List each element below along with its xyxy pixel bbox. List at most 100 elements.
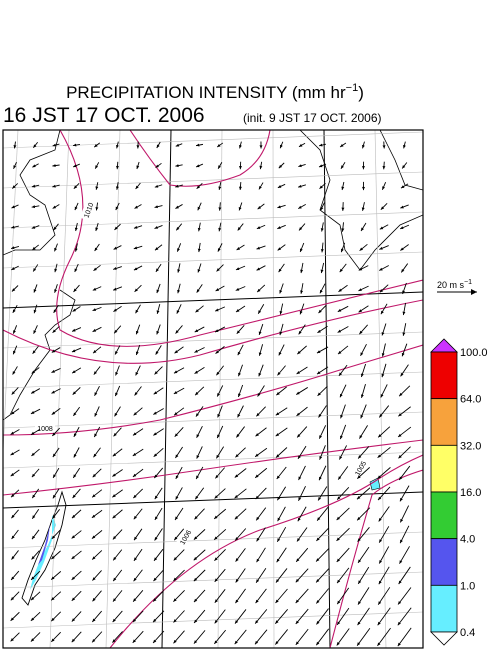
wind-arrowhead (133, 246, 138, 250)
wind-arrowhead (336, 642, 340, 646)
wind-arrowhead (114, 329, 118, 334)
wind-arrowhead (296, 538, 301, 542)
wind-arrowhead (298, 497, 302, 501)
wind-arrowhead (52, 453, 56, 458)
wind-arrowhead (275, 433, 280, 437)
wind-reference: 20 m s−1 (437, 279, 477, 295)
wind-arrowhead (33, 144, 37, 148)
wind-arrowhead (135, 351, 139, 356)
wind-arrowhead (196, 434, 200, 438)
wind-arrowhead (279, 331, 283, 336)
wind-arrowhead (53, 309, 57, 313)
wind-arrowhead (94, 413, 98, 417)
wind-arrowhead (73, 474, 77, 478)
wind-arrowhead (133, 412, 137, 416)
wind-arrowhead (51, 638, 55, 642)
wind-arrowhead (11, 576, 15, 580)
wind-arrowhead (236, 247, 241, 251)
wind-arrowhead (337, 329, 342, 333)
wind-arrowhead (336, 516, 340, 521)
isobar (3, 439, 423, 496)
wind-arrowhead (115, 351, 118, 355)
wind-arrowhead (235, 558, 239, 562)
wind-arrowhead (194, 329, 199, 333)
wind-arrowhead (11, 225, 15, 229)
wind-vector (336, 567, 350, 584)
wind-arrowhead (361, 186, 365, 191)
wind-arrowhead (52, 329, 56, 333)
wind-arrowhead (316, 579, 320, 583)
wind-arrowhead (295, 641, 299, 645)
wind-arrowhead (256, 579, 260, 583)
map-title: PRECIPITATION INTENSITY (mm hr−1) (66, 82, 364, 102)
wind-arrowhead (112, 536, 117, 540)
wind-arrowhead (258, 310, 262, 314)
wind-arrowhead (357, 517, 361, 521)
wind-arrowhead (54, 247, 58, 252)
wind-arrowhead (299, 310, 303, 315)
wind-arrowhead (154, 474, 158, 479)
wind-arrowhead (339, 393, 343, 398)
wind-arrowhead (115, 206, 119, 211)
wind-arrowhead (153, 411, 157, 415)
wind-arrowhead (94, 433, 98, 438)
wind-arrowhead (175, 143, 180, 147)
wind-arrowhead (320, 206, 324, 211)
wind-arrowhead (112, 494, 116, 498)
wind-arrowhead (72, 370, 76, 374)
wind-arrowhead (30, 638, 35, 642)
wind-arrowhead (71, 638, 75, 643)
wind-arrowhead (361, 166, 365, 170)
wind-arrowhead (33, 289, 37, 293)
wind-arrowhead (298, 143, 303, 147)
wind-arrowhead (173, 598, 177, 602)
wind-arrowhead (275, 579, 280, 583)
wind-arrowhead (115, 371, 119, 376)
wind-arrowhead (173, 619, 177, 623)
wind-arrowhead (133, 598, 137, 602)
wind-arrowhead (156, 310, 160, 314)
wind-arrowhead (358, 580, 362, 584)
wind-arrowhead (92, 287, 97, 291)
wind-arrowhead (174, 350, 178, 354)
wind-arrowhead (94, 144, 98, 148)
colorbar-label: 32.0 (460, 440, 481, 452)
wind-arrowhead (193, 577, 198, 582)
wind-arrowhead (358, 288, 362, 291)
wind-arrowhead (358, 267, 363, 271)
wind-arrowhead (402, 144, 406, 149)
wind-arrowhead (92, 328, 97, 332)
wind-arrowhead (173, 557, 178, 561)
wind-arrowhead (12, 185, 16, 189)
wind-arrowhead (235, 620, 239, 624)
wind-arrowhead (217, 143, 221, 148)
wind-arrowhead (31, 370, 36, 374)
wind-arrowhead (194, 516, 198, 520)
wind-arrowhead (379, 246, 383, 250)
wind-arrowhead (197, 206, 201, 211)
wind-arrowhead (113, 308, 117, 312)
wind-arrowhead (238, 372, 241, 377)
wind-arrowhead (380, 394, 384, 398)
wind-arrowhead (316, 350, 321, 354)
wind-arrowhead (71, 535, 76, 539)
wind-vector (378, 526, 390, 543)
wind-arrowhead (113, 556, 117, 561)
wind-arrowhead (11, 514, 15, 519)
wind-arrowhead (115, 144, 119, 149)
wind-arrowhead (133, 577, 137, 582)
wind-arrowhead (361, 227, 364, 232)
wind-arrowhead (255, 474, 259, 478)
wind-arrowhead (237, 413, 241, 418)
contour-label: 1008 (37, 426, 53, 433)
wind-arrowhead (155, 351, 159, 355)
wind-arrowhead (95, 207, 99, 211)
wind-arrowhead (400, 539, 403, 544)
wind-arrowhead (399, 497, 403, 502)
wind-arrowhead (71, 514, 76, 519)
isobar (3, 344, 423, 436)
wind-arrowhead (51, 369, 55, 373)
meridian (105, 130, 121, 648)
wind-arrowhead (133, 267, 138, 271)
wind-arrowhead (317, 329, 321, 333)
